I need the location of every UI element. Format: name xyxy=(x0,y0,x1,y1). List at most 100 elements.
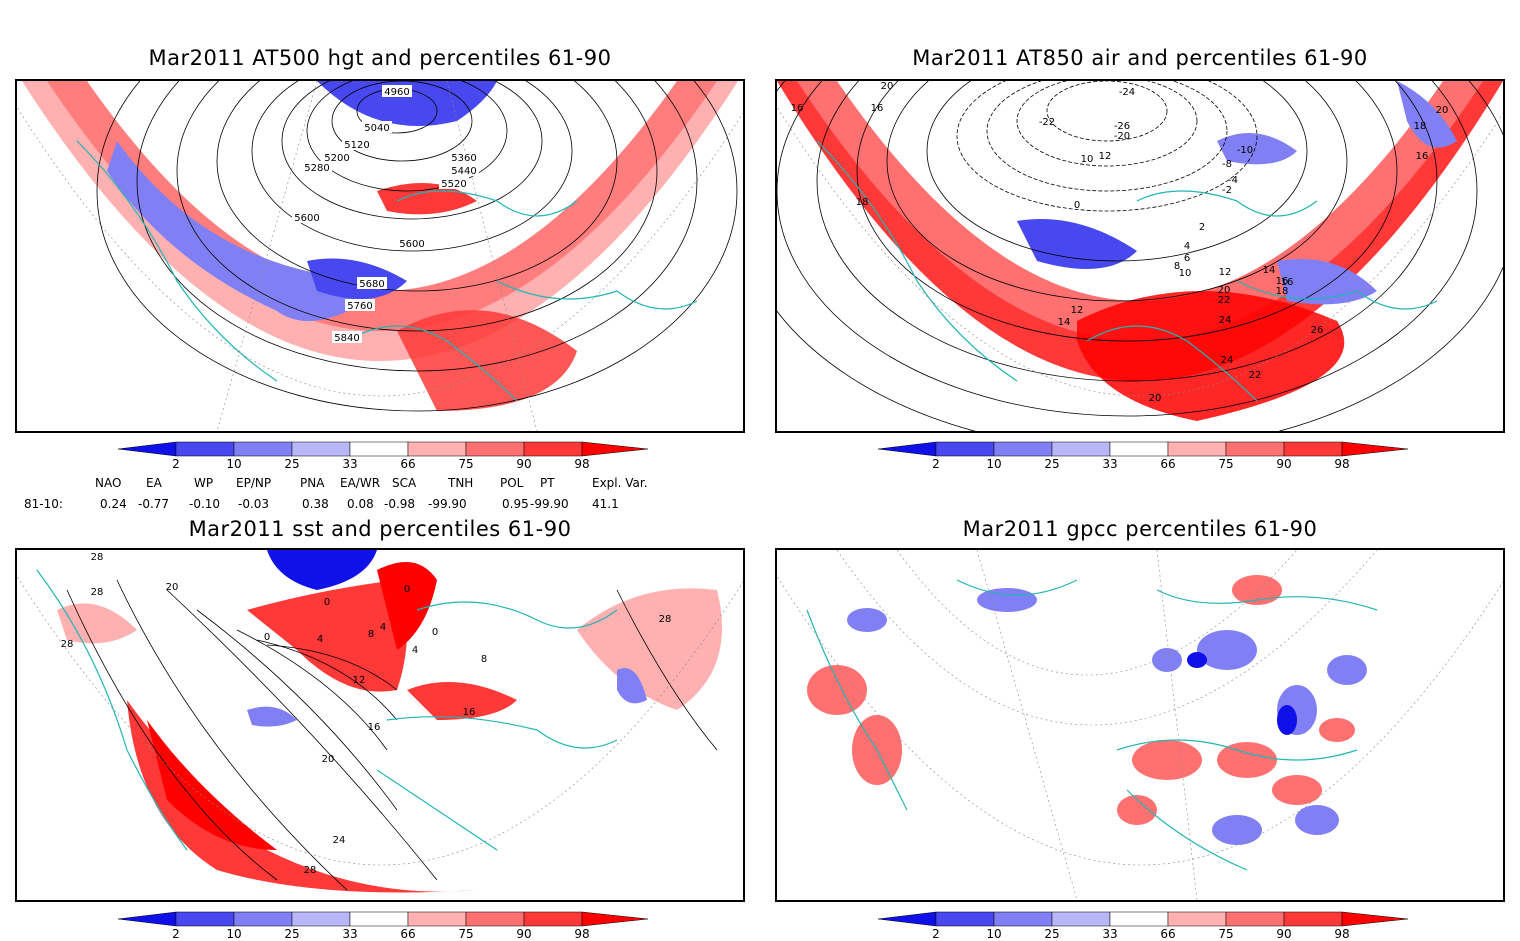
colorbar-label: 66 xyxy=(1160,457,1176,471)
index-header: WP xyxy=(194,476,214,490)
colorbar-label: 98 xyxy=(574,457,590,471)
index-value: -0.98 xyxy=(384,497,416,511)
colorbar-label: 90 xyxy=(516,457,532,471)
contour-label: 8 xyxy=(368,629,374,640)
index-value: -99.90 xyxy=(428,497,467,511)
colorbar-label: 10 xyxy=(226,457,242,471)
map-panel-gpcc xyxy=(775,548,1505,902)
colorbar-swatch xyxy=(993,911,1053,927)
map-panel-sst: 28 28 20 28 0 0 4 8 4 0 0 4 12 16 16 8 2… xyxy=(15,548,745,902)
colorbar-swatch xyxy=(581,911,648,927)
contour-label: 5280 xyxy=(304,163,329,174)
panel-title-hgt: Mar2011 AT500 hgt and percentiles 61-90 xyxy=(148,46,612,70)
contour-label: 5840 xyxy=(334,333,359,344)
contour-label: 12 xyxy=(1071,305,1084,316)
colorbar-swatch xyxy=(349,441,409,457)
index-row-label: 81-10: xyxy=(24,497,63,511)
colorbar-label: 10 xyxy=(986,927,1002,941)
index-header: TNH xyxy=(448,476,474,490)
contour-label: 20 xyxy=(322,754,335,765)
contour-label: 5360 xyxy=(451,153,476,164)
contour-label: 5680 xyxy=(359,279,384,290)
contour-label: 24 xyxy=(1221,355,1234,366)
colorbar-swatches xyxy=(878,911,1408,927)
contour-label: 22 xyxy=(1218,295,1231,306)
map-panel-hgt: 4960 5040 5120 5200 5280 5360 5440 5520 … xyxy=(15,79,745,433)
colorbar-label: 66 xyxy=(1160,927,1176,941)
index-value: 41.1 xyxy=(592,497,619,511)
contour-label: 0 xyxy=(404,584,410,595)
contour-label: 5120 xyxy=(344,140,369,151)
contour-label: 12 xyxy=(353,675,366,686)
colorbar-swatch xyxy=(407,911,467,927)
contour-label: 28 xyxy=(304,865,317,876)
contour-label: 8 xyxy=(481,654,487,665)
index-value: 0.95 xyxy=(502,497,529,511)
contour-label: -24 xyxy=(1119,87,1135,98)
colorbar-label: 2 xyxy=(932,927,940,941)
contour-label: 18 xyxy=(1276,286,1289,297)
panel-title-gpcc: Mar2011 gpcc percentiles 61-90 xyxy=(962,517,1318,541)
panel-title-sst: Mar2011 sst and percentiles 61-90 xyxy=(188,517,572,541)
contour-label: 10 xyxy=(1179,268,1192,279)
index-header: PNA xyxy=(300,476,325,490)
contour-label: 16 xyxy=(871,103,884,114)
contour-label: 16 xyxy=(463,707,476,718)
contour-label: 5600 xyxy=(399,239,424,250)
colorbar-swatch xyxy=(1283,911,1343,927)
contour-label: 2 xyxy=(1199,222,1205,233)
contour-label: 14 xyxy=(1263,265,1276,276)
colorbar-swatch xyxy=(1051,911,1111,927)
colorbar-label: 25 xyxy=(284,927,300,941)
colorbar-label: 33 xyxy=(1102,457,1118,471)
colorbar-swatch xyxy=(1167,911,1227,927)
colorbar-swatches xyxy=(118,441,648,457)
colorbar-label: 33 xyxy=(342,927,358,941)
colorbar-swatches xyxy=(878,441,1408,457)
contour-label: 20 xyxy=(166,582,179,593)
index-header: POL xyxy=(500,476,524,490)
colorbar-swatch xyxy=(465,911,525,927)
colorbar-swatch xyxy=(878,911,937,927)
colorbar-swatch xyxy=(291,441,351,457)
contour-label: 5200 xyxy=(324,153,349,164)
colorbar-swatch xyxy=(1225,911,1285,927)
contour-label: 28 xyxy=(91,552,104,563)
contour-label: 0 xyxy=(264,632,270,643)
colorbar-swatch xyxy=(878,441,937,457)
contour-label: 14 xyxy=(1058,317,1071,328)
colorbar-swatch xyxy=(291,911,351,927)
index-value: 0.38 xyxy=(302,497,329,511)
colorbar-swatch xyxy=(349,911,409,927)
colorbar-label: 90 xyxy=(1276,457,1292,471)
contour-label: 22 xyxy=(1249,370,1262,381)
colorbar-label: 2 xyxy=(172,927,180,941)
contour-label: 12 xyxy=(1219,267,1232,278)
colorbar-label: 33 xyxy=(342,457,358,471)
index-header: NAO xyxy=(95,476,122,490)
colorbar-label: 90 xyxy=(1276,927,1292,941)
colorbar-swatch xyxy=(935,911,995,927)
contour-label: 24 xyxy=(333,835,346,846)
colorbar-swatch xyxy=(523,911,583,927)
index-value: -99.90 xyxy=(530,497,569,511)
colorbar-swatch xyxy=(233,911,293,927)
contour-label: 16 xyxy=(1281,277,1294,288)
contour-label: 10 xyxy=(1081,154,1094,165)
colorbar-label: 75 xyxy=(1218,457,1234,471)
colorbar-hgt xyxy=(118,441,648,457)
panel-title-air: Mar2011 AT850 air and percentiles 61-90 xyxy=(912,46,1368,70)
colorbar-swatch xyxy=(1341,441,1408,457)
contour-label: 5440 xyxy=(451,166,476,177)
colorbar-label: 98 xyxy=(1334,457,1350,471)
colorbar-swatch xyxy=(1225,441,1285,457)
contour-label: -22 xyxy=(1039,117,1055,128)
colorbar-label: 25 xyxy=(284,457,300,471)
colorbar-label: 66 xyxy=(400,457,416,471)
contour-label: 24 xyxy=(1219,315,1232,326)
contour-label: 4 xyxy=(412,645,418,656)
contour-label: 20 xyxy=(1149,393,1162,404)
colorbar-swatch xyxy=(1283,441,1343,457)
colorbar-swatch xyxy=(1109,911,1169,927)
colorbar-swatch xyxy=(118,441,177,457)
